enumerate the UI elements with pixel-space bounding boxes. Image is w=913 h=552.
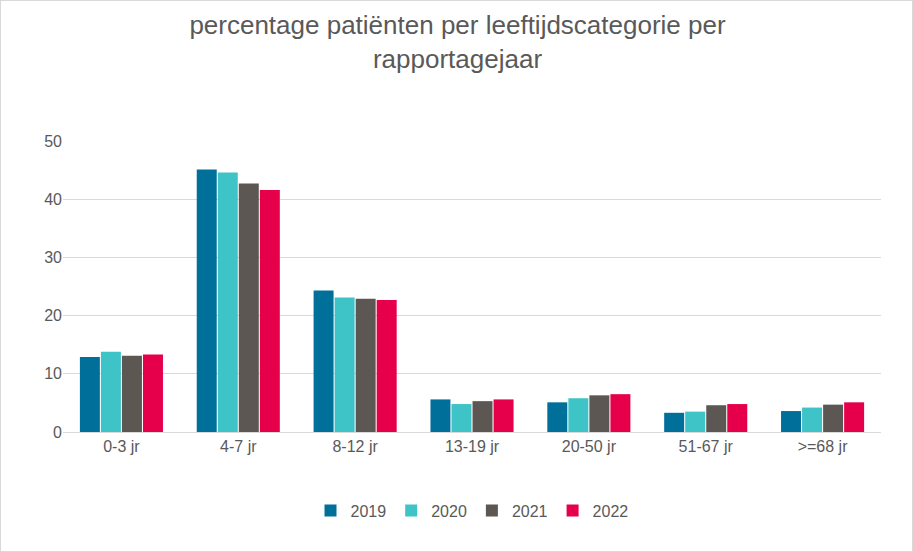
svg-text:0: 0 (53, 424, 62, 441)
svg-text:percentage patiënten per leeft: percentage patiënten per leeftijdscatego… (189, 10, 726, 74)
svg-text:0-3 jr: 0-3 jr (103, 438, 140, 455)
svg-text:20: 20 (44, 307, 62, 324)
svg-text:2020: 2020 (431, 503, 467, 520)
svg-text:4-7 jr: 4-7 jr (220, 438, 257, 455)
svg-text:10: 10 (44, 365, 62, 382)
svg-text:>=68 jr: >=68 jr (798, 438, 848, 455)
svg-text:51-67 jr: 51-67 jr (679, 438, 734, 455)
svg-text:13-19 jr: 13-19 jr (445, 438, 500, 455)
svg-text:30: 30 (44, 249, 62, 266)
svg-text:2021: 2021 (512, 503, 548, 520)
svg-text:2019: 2019 (351, 503, 387, 520)
svg-text:8-12 jr: 8-12 jr (332, 438, 378, 455)
svg-text:50: 50 (44, 133, 62, 150)
svg-text:20-50 jr: 20-50 jr (562, 438, 617, 455)
svg-text:40: 40 (44, 191, 62, 208)
svg-text:2022: 2022 (593, 503, 629, 520)
